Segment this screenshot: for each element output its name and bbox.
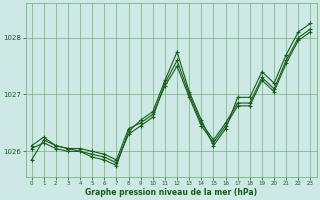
X-axis label: Graphe pression niveau de la mer (hPa): Graphe pression niveau de la mer (hPa)	[85, 188, 257, 197]
